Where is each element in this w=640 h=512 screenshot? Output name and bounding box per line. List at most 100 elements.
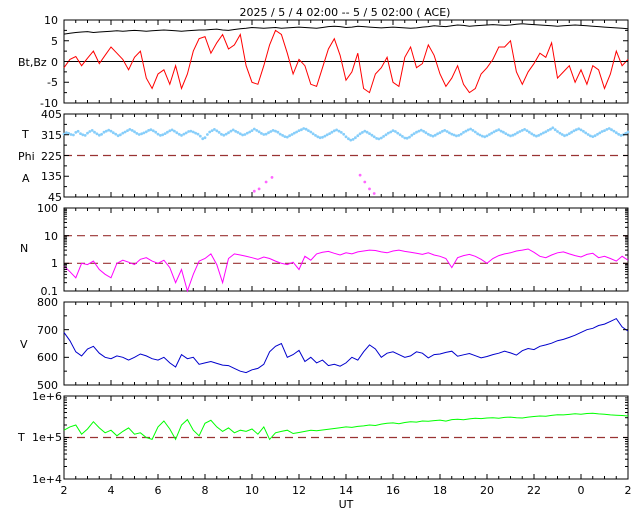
y-tick-label: 1	[51, 257, 58, 270]
x-tick-label: 4	[108, 484, 115, 497]
phi-point	[81, 133, 85, 137]
phi-point	[542, 131, 545, 135]
phi-point	[288, 134, 291, 138]
phi-series	[62, 113, 630, 198]
phi-point	[492, 130, 496, 134]
bz-line	[63, 29, 629, 94]
phi-point	[527, 130, 531, 134]
panel-ylabel-top: T	[21, 128, 29, 141]
phi-point	[302, 127, 306, 130]
phi-point	[379, 136, 383, 140]
n-line	[63, 248, 629, 293]
phi-point	[593, 134, 597, 138]
phi-point	[610, 128, 613, 132]
y-tick-label: 500	[37, 379, 58, 392]
phi-point	[220, 132, 223, 136]
phi-point	[535, 134, 538, 138]
phi-alt-point	[358, 173, 362, 177]
y-tick-label: 100	[37, 202, 58, 215]
x-tick-label: 12	[292, 484, 306, 497]
phi-point	[238, 132, 242, 136]
phi-point	[448, 131, 451, 135]
phi-point	[480, 134, 484, 138]
phi-point	[490, 131, 494, 135]
phi-point	[363, 129, 367, 133]
phi-point	[231, 128, 235, 132]
phi-point	[88, 130, 92, 133]
phi-point	[213, 127, 216, 131]
phi-point	[116, 134, 120, 138]
phi-alt-point	[363, 180, 367, 184]
phi-point	[119, 133, 122, 137]
phi-point	[97, 133, 101, 137]
phi-point	[210, 129, 214, 133]
phi-point	[452, 133, 456, 137]
phi-point	[318, 136, 322, 140]
phi-point	[389, 130, 393, 134]
phi-point	[572, 129, 576, 133]
phi-point	[344, 135, 348, 139]
phi-point	[161, 133, 165, 137]
phi-point	[370, 133, 374, 137]
phi-point	[102, 130, 106, 134]
phi-point	[563, 134, 566, 138]
phi-point	[269, 130, 273, 133]
phi-point	[325, 133, 329, 137]
y-tick-label: 5	[51, 35, 58, 48]
phi-point	[67, 132, 71, 135]
phi-point	[262, 133, 266, 136]
phi-point	[121, 131, 125, 135]
phi-point	[95, 132, 99, 136]
phi-point	[354, 136, 357, 140]
y-tick-label: 700	[37, 324, 58, 337]
phi-point	[422, 129, 425, 133]
phi-point	[476, 132, 479, 136]
phi-point	[133, 130, 136, 134]
phi-point	[100, 132, 103, 136]
phi-point	[626, 130, 630, 134]
phi-point	[511, 133, 515, 137]
y-tick-label: 600	[37, 351, 58, 364]
phi-point	[156, 132, 160, 136]
phi-point	[612, 129, 616, 133]
phi-point	[130, 129, 134, 132]
phi-point	[558, 131, 562, 135]
phi-point	[539, 132, 543, 136]
phi-point	[396, 131, 400, 135]
phi-point	[509, 134, 512, 138]
phi-point	[144, 130, 148, 134]
phi-point	[135, 132, 139, 135]
phi-point	[372, 135, 376, 139]
phi-point	[86, 131, 89, 135]
phi-point	[295, 130, 298, 134]
phi-point	[598, 131, 602, 135]
phi-point	[90, 129, 94, 132]
phi-point	[433, 133, 437, 137]
phi-point	[194, 131, 198, 135]
x-tick-label: 2	[625, 484, 632, 497]
phi-point	[339, 131, 343, 134]
x-tick-label: 22	[527, 484, 541, 497]
x-tick-label: 18	[433, 484, 447, 497]
panel-ylabel: Bt,Bz	[18, 56, 47, 69]
phi-point	[457, 134, 461, 137]
phi-point	[166, 130, 169, 134]
phi-point	[347, 137, 350, 141]
phi-point	[267, 131, 270, 135]
phi-point	[311, 132, 315, 136]
chart-title: 2025 / 5 / 4 02:00 -- 5 / 5 02:00 ( ACE)	[240, 6, 451, 19]
x-axis-label: UT	[339, 498, 354, 511]
phi-point	[532, 133, 536, 137]
phi-point	[330, 130, 334, 134]
phi-point	[281, 134, 284, 137]
phi-point	[567, 132, 571, 136]
phi-point	[424, 131, 428, 135]
phi-point	[504, 132, 508, 136]
phi-point	[245, 131, 249, 135]
phi-point	[208, 130, 212, 134]
phi-point	[250, 129, 254, 133]
phi-point	[516, 131, 519, 135]
phi-point	[417, 129, 421, 133]
phi-point	[386, 131, 390, 135]
phi-point	[187, 130, 191, 133]
